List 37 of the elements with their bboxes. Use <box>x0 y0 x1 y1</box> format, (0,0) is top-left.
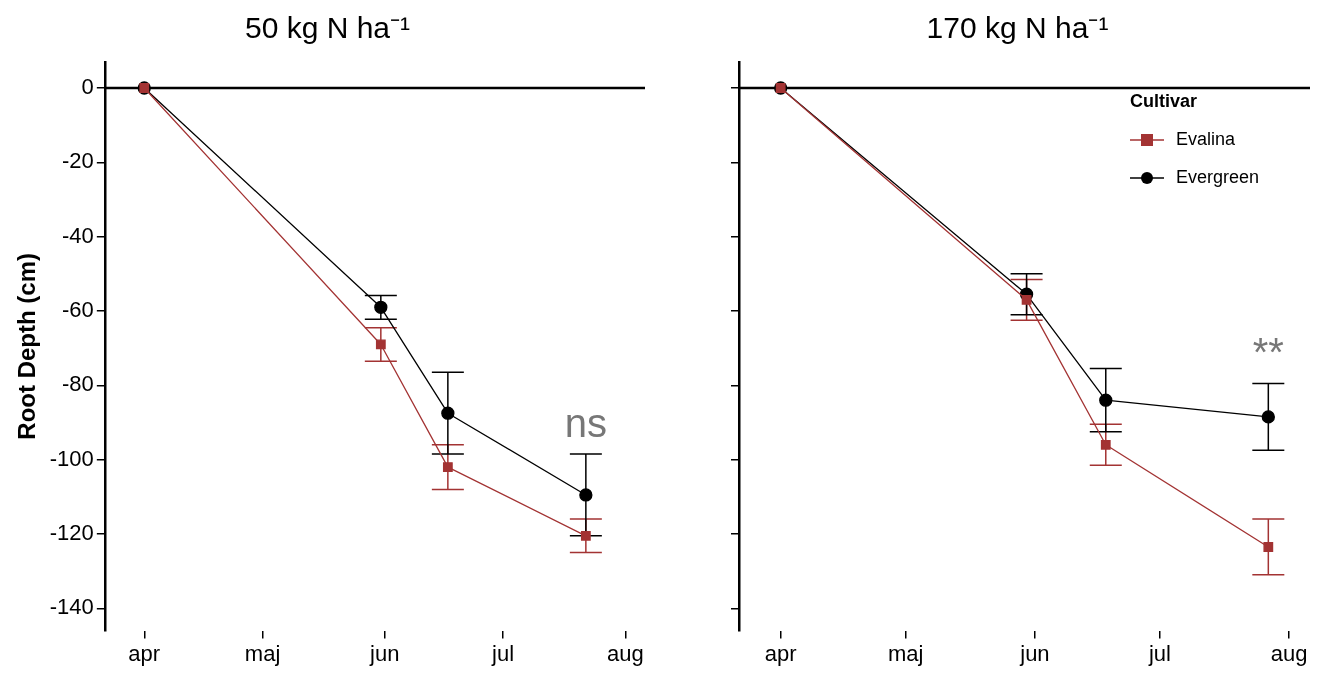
annotation: ns <box>564 401 607 446</box>
point <box>1100 439 1111 450</box>
point <box>580 530 591 541</box>
legend-label: Evalina <box>1176 128 1237 149</box>
y-tick-label: -140 <box>49 594 94 620</box>
point <box>1021 294 1032 305</box>
point <box>374 300 388 314</box>
y-tick-label: 0 <box>81 74 94 100</box>
y-axis-title: Root Depth (cm) <box>13 252 41 440</box>
x-tick-label: apr <box>128 640 161 666</box>
point <box>375 339 386 350</box>
point <box>442 462 453 472</box>
x-tick-label: apr <box>764 640 797 666</box>
annotation: ** <box>1252 330 1284 375</box>
x-tick-label: jun <box>1019 640 1050 666</box>
point <box>1099 393 1113 407</box>
legend-label: Evergreen <box>1176 166 1260 187</box>
y-tick-label: -60 <box>62 297 94 323</box>
x-tick-label: jul <box>1147 640 1171 666</box>
point <box>1263 542 1274 552</box>
y-tick-label: -80 <box>62 371 94 397</box>
y-tick-label: -20 <box>62 148 94 174</box>
y-tick-label: -100 <box>49 445 94 471</box>
point <box>441 406 455 420</box>
x-tick-label: maj <box>887 640 924 666</box>
x-tick-label: jun <box>369 640 400 666</box>
y-tick-label: -120 <box>49 520 94 546</box>
point <box>579 488 593 502</box>
y-tick-label: -40 <box>62 222 94 248</box>
x-tick-label: maj <box>244 640 281 666</box>
x-tick-label: aug <box>1270 640 1308 666</box>
x-tick-label: aug <box>606 640 644 666</box>
chart-title: 50 kg N ha⁻¹ <box>244 11 411 45</box>
point <box>1261 410 1275 424</box>
legend-title: Cultivar <box>1130 90 1198 111</box>
chart-title: 170 kg N ha⁻¹ <box>926 11 1109 45</box>
x-tick-label: jul <box>491 640 515 666</box>
